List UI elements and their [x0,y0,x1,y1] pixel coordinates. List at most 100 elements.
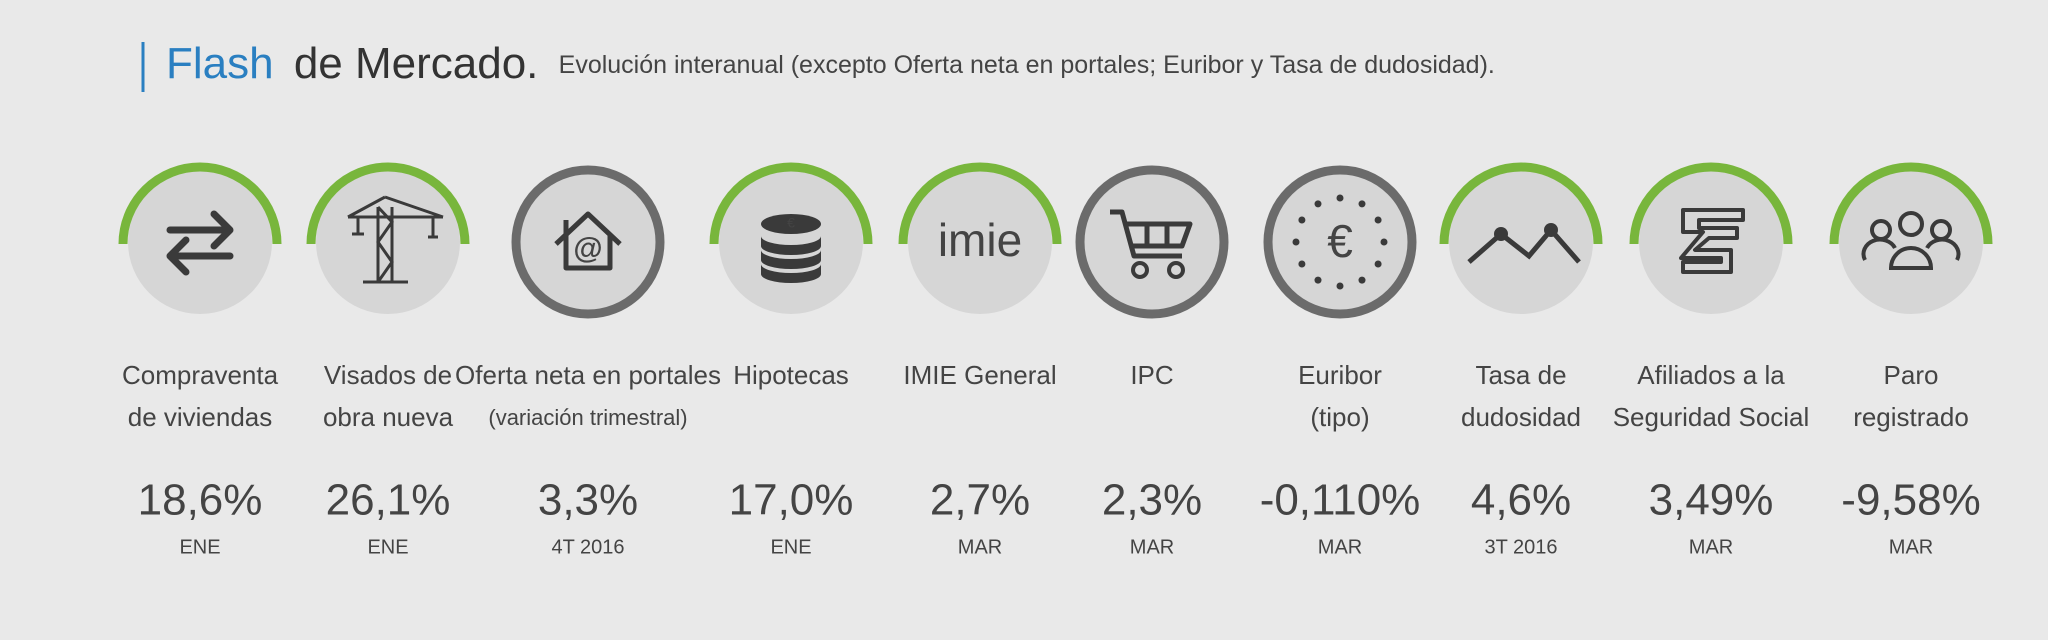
indicator-label: Visados de [324,360,452,390]
icon-group: € [761,214,821,283]
icon [1167,261,1185,279]
icon-circle [1639,170,1783,314]
icon-group: @ [554,211,622,271]
title-rest: de Mercado. [294,39,539,88]
indicator: Visados de obra nueva 26,1% ENE [306,162,470,558]
icon-circle [719,170,863,314]
indicator-period: ENE [770,536,811,558]
indicator: Tasa de dudosidad 4,6% 3T 2016 [1439,162,1603,558]
icon [1898,211,1924,237]
icon [1679,208,1745,274]
indicator-label: (tipo) [1310,402,1369,432]
indicator: @ Oferta neta en portales (variación trime… [455,165,721,558]
icon [1358,200,1366,208]
icon [761,264,821,283]
icon-circle [1263,165,1417,319]
icon-circle [1839,170,1983,314]
status-arc [118,162,282,245]
icon [1336,282,1344,290]
icon-group [166,210,234,276]
indicator-value: -0,110% [1260,476,1421,525]
indicator: Afiliados a la Seguridad Social 3,49% MAR [1613,162,1810,558]
indicator-label: obra nueva [323,402,454,432]
indicator-value: 18,6% [138,476,263,525]
icon-circle [128,170,272,314]
indicator-period: ENE [367,536,408,558]
indicator: € Euribor (tipo) -0,110% MAR [1260,165,1421,558]
icon [1544,223,1558,237]
status-arc [1629,162,1793,245]
indicator-value: 26,1% [326,476,451,525]
status-arc [306,162,470,245]
icon-group: € [1292,194,1388,290]
indicator-label: IPC [1130,360,1173,390]
icon-group [1679,208,1745,274]
indicator-period: MAR [958,536,1002,558]
icon [1861,237,1961,270]
icon [761,236,821,255]
icon-circle [908,170,1052,314]
icon-text: € [787,215,795,231]
indicator-label: Paro [1884,360,1939,390]
icon [1374,216,1382,224]
indicator-period: ENE [179,536,220,558]
icon-group [347,195,444,284]
icon [1314,276,1322,284]
icon [1314,200,1322,208]
indicator-period: 4T 2016 [551,536,624,558]
icon-circle [1075,165,1229,319]
status-arc [898,162,1062,245]
indicator-label: IMIE General [903,360,1056,390]
indicator-value: -9,58% [1841,476,1980,525]
icon [554,211,622,271]
indicator-value: 2,3% [1102,476,1202,525]
icon [1374,260,1382,268]
status-arc [1439,162,1603,245]
indicator-label: Euribor [1298,360,1382,390]
indicator-label: Compraventa [122,360,279,390]
indicator-period: MAR [1130,536,1174,558]
indicator-label: Seguridad Social [1613,402,1810,432]
status-arc [709,162,873,245]
indicator-label: Oferta neta en portales [455,360,721,390]
icon [1298,216,1306,224]
indicator: imie IMIE General 2,7% MAR [898,162,1062,558]
indicator-value: 3,49% [1649,476,1774,525]
title-highlight: Flash [166,39,274,88]
icon-text: € [1327,215,1353,267]
indicator-value: 2,7% [930,476,1030,525]
indicator-label: de viviendas [128,402,273,432]
icon-text: @ [573,232,602,265]
indicator-label: Afiliados a la [1637,360,1785,390]
indicator-label: dudosidad [1461,402,1581,432]
indicator-period: MAR [1318,536,1362,558]
icon [761,250,821,269]
icon-group: imie [938,214,1022,266]
icon [761,214,821,234]
icon-group [1110,209,1193,279]
indicator-label: Hipotecas [733,360,849,390]
icon-circle [1449,170,1593,314]
icon-circle [316,170,460,314]
indicator-label: Tasa de [1475,360,1566,390]
icon [166,210,234,276]
icon [1467,226,1581,264]
indicator: Paro registrado -9,58% MAR [1829,162,1993,558]
icon [1110,209,1193,259]
indicator-period: MAR [1689,536,1733,558]
icon [1292,238,1300,246]
indicator-label: registrado [1853,402,1969,432]
subtitle: Evolución interanual (excepto Oferta net… [559,51,1495,79]
indicator: € Hipotecas 17,0% ENE [709,162,873,558]
indicator-value: 3,3% [538,476,638,525]
indicator-value: 17,0% [729,476,854,525]
indicator-period: 3T 2016 [1484,536,1557,558]
icon-circle [511,165,665,319]
icon [1494,227,1508,241]
indicator-period: MAR [1889,536,1933,558]
indicator-label: (variación trimestral) [488,405,687,430]
icon [1131,261,1149,279]
icon-text: imie [938,214,1022,266]
